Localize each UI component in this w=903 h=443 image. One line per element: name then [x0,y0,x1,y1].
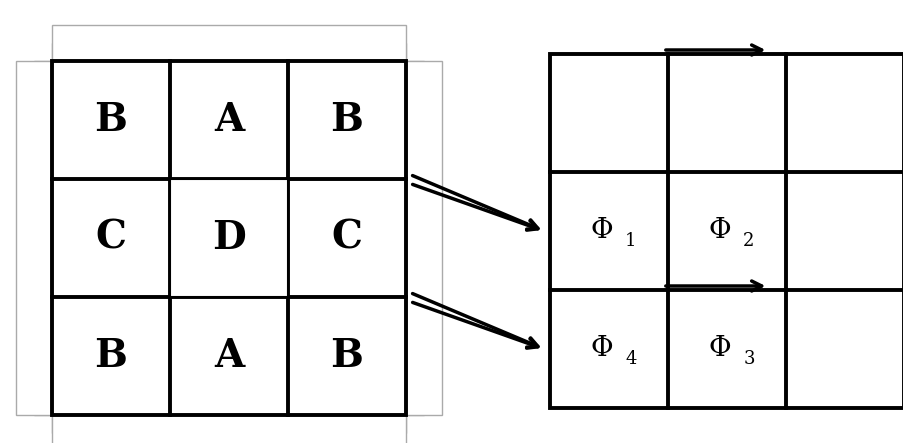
Text: Φ: Φ [708,335,731,362]
Bar [52,97,405,443]
Bar [52,61,405,415]
Bar [88,61,442,415]
Bar [170,197,288,315]
Text: B: B [95,337,127,375]
Text: Φ: Φ [590,335,612,362]
Bar [52,43,405,397]
Bar [549,54,903,408]
Bar [188,179,305,297]
Text: 2: 2 [742,232,754,250]
Bar [16,61,369,415]
Text: B: B [95,101,127,139]
Bar [170,179,288,297]
Text: 3: 3 [742,350,754,368]
Text: Φ: Φ [590,218,612,245]
Text: B: B [330,101,363,139]
Bar [34,61,387,415]
Text: Φ: Φ [708,218,731,245]
Text: D: D [212,219,246,257]
Text: C: C [331,219,362,257]
Bar [52,79,405,433]
Text: B: B [330,337,363,375]
Bar [206,179,323,297]
Text: C: C [96,219,126,257]
Text: A: A [214,101,244,139]
Bar [70,61,424,415]
Bar [52,25,405,379]
Text: 4: 4 [625,350,636,368]
Text: 1: 1 [625,232,636,250]
Bar [170,215,288,333]
Text: A: A [214,337,244,375]
